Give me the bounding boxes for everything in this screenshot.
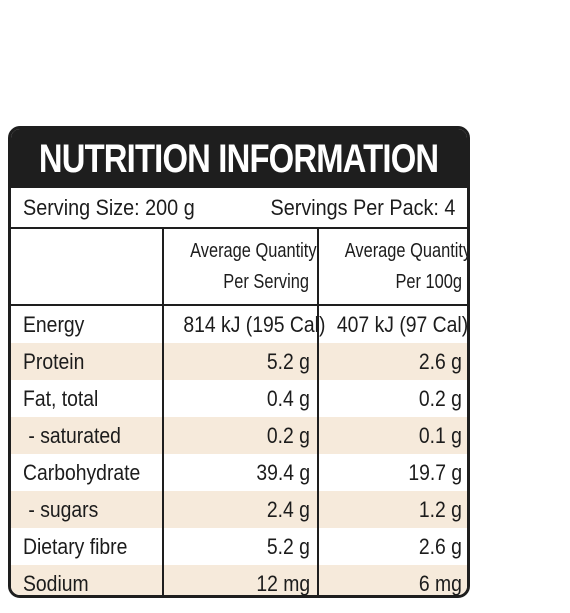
per-serving-value-text: 12 mg — [256, 571, 310, 596]
per-serving-value: 0.2 g — [164, 417, 310, 454]
per-100g-value-text: 2.6 g — [418, 534, 462, 559]
column-header-per-serving-line1: Average Quantity — [190, 240, 317, 262]
nutrient-name: - sugars — [23, 491, 109, 528]
per-100g-value-text: 1.2 g — [418, 497, 462, 522]
serving-info-row: Serving Size: 200 g Servings Per Pack: 4 — [11, 188, 467, 229]
column-divider — [317, 229, 319, 595]
per-serving-value: 5.2 g — [164, 528, 310, 565]
column-divider — [162, 229, 164, 595]
per-serving-value: 5.2 g — [164, 343, 310, 380]
table-row: - saturated 0.2 g 0.1 g — [11, 417, 467, 454]
per-serving-value-text: 0.2 g — [266, 423, 310, 448]
nutrient-name-text: Dietary fibre — [23, 534, 128, 559]
column-header-row: Average Quantity Per Serving Average Qua… — [11, 229, 467, 306]
nutrient-name: Carbohydrate — [23, 454, 156, 491]
column-header-per-serving-line2: Per Serving — [223, 271, 309, 293]
column-header-per-100g: Average Quantity Per 100g — [319, 236, 470, 298]
nutrient-name-text: Energy — [23, 312, 85, 337]
nutrient-name-text: - saturated — [23, 423, 121, 448]
per-100g-value-text: 6 mg — [418, 571, 462, 596]
nutrient-name: Energy — [23, 306, 93, 343]
table-row: Dietary fibre 5.2 g 2.6 g — [11, 528, 467, 565]
per-serving-value: 39.4 g — [164, 454, 310, 491]
table-row: Carbohydrate 39.4 g 19.7 g — [11, 454, 467, 491]
nutrient-name: Fat, total — [23, 380, 109, 417]
table-row: Sodium 12 mg 6 mg — [11, 565, 467, 596]
nutrient-name: Dietary fibre — [23, 528, 142, 565]
nutrient-name-text: Protein — [23, 349, 85, 374]
per-serving-value: 2.4 g — [164, 491, 310, 528]
column-header-per-serving: Average Quantity Per Serving — [164, 236, 317, 298]
per-100g-value: 407 kJ (97 Cal) — [319, 306, 467, 343]
nutrient-name-text: Sodium — [23, 571, 89, 596]
per-100g-value-text: 0.1 g — [418, 423, 462, 448]
per-100g-value: 6 mg — [319, 565, 462, 596]
per-serving-value-text: 0.4 g — [266, 386, 310, 411]
serving-size: Serving Size: 200 g — [23, 195, 195, 220]
per-100g-value: 19.7 g — [319, 454, 462, 491]
table-row: - sugars 2.4 g 1.2 g — [11, 491, 467, 528]
per-serving-value: 0.4 g — [164, 380, 310, 417]
nutrient-name-text: - sugars — [23, 497, 99, 522]
per-serving-value-text: 2.4 g — [266, 497, 310, 522]
table-row: Fat, total 0.4 g 0.2 g — [11, 380, 467, 417]
per-100g-value-text: 2.6 g — [418, 349, 462, 374]
per-100g-value-text: 0.2 g — [418, 386, 462, 411]
title-bar: NUTRITION INFORMATION — [11, 129, 467, 188]
per-serving-value-text: 39.4 g — [256, 460, 310, 485]
nutrient-name-text: Carbohydrate — [23, 460, 141, 485]
per-serving-value: 12 mg — [164, 565, 310, 596]
servings-per-pack: Servings Per Pack: 4 — [270, 195, 455, 220]
nutrient-name-text: Fat, total — [23, 386, 99, 411]
per-100g-value-text: 407 kJ (97 Cal) — [336, 312, 469, 337]
nutrient-name: Sodium — [23, 565, 98, 596]
per-serving-value-text: 5.2 g — [266, 349, 310, 374]
per-100g-value-text: 19.7 g — [408, 460, 462, 485]
per-serving-value: 814 kJ (195 Cal) — [164, 306, 325, 343]
panel-title: NUTRITION INFORMATION — [39, 136, 439, 181]
column-header-per-100g-line1: Average Quantity — [344, 240, 470, 262]
per-100g-value: 2.6 g — [319, 343, 462, 380]
per-100g-value: 0.1 g — [319, 417, 462, 454]
per-100g-value: 2.6 g — [319, 528, 462, 565]
per-100g-value: 1.2 g — [319, 491, 462, 528]
nutrient-name: Protein — [23, 343, 93, 380]
per-serving-value-text: 814 kJ (195 Cal) — [183, 312, 326, 337]
per-100g-value: 0.2 g — [319, 380, 462, 417]
table-row: Energy 814 kJ (195 Cal) 407 kJ (97 Cal) — [11, 306, 467, 343]
column-header-per-100g-line2: Per 100g — [395, 271, 462, 293]
nutrient-name: - saturated — [23, 417, 134, 454]
nutrition-panel: NUTRITION INFORMATION Serving Size: 200 … — [8, 126, 470, 598]
per-serving-value-text: 5.2 g — [266, 534, 310, 559]
table-row: Protein 5.2 g 2.6 g — [11, 343, 467, 380]
